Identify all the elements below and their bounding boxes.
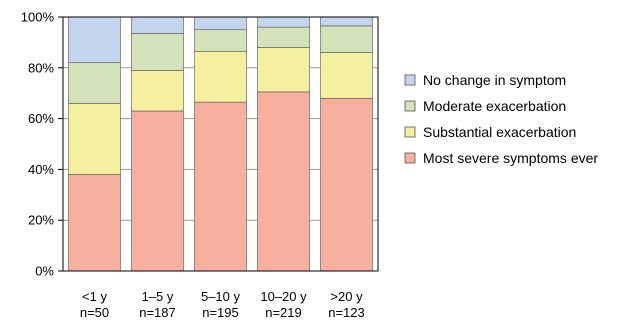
bar-segment <box>257 47 310 93</box>
x-count-label: n=50 <box>80 305 109 320</box>
legend-item: Most severe symptoms ever <box>404 150 598 166</box>
y-tick-label: 0% <box>35 264 54 279</box>
legend: No change in symptom Moderate exacerbatio… <box>404 72 598 166</box>
x-tick-label: 1–5 y <box>142 289 174 304</box>
legend-swatch <box>404 126 416 138</box>
plot-frame <box>62 16 379 272</box>
y-tick-label: 80% <box>28 60 54 75</box>
legend-label: Substantial exacerbation <box>423 124 576 140</box>
y-tick-label: 100% <box>21 10 55 25</box>
bar-segment <box>131 16 184 34</box>
legend-swatch <box>404 74 416 86</box>
legend-item: No change in symptom <box>404 72 566 88</box>
bar-segment <box>68 174 121 272</box>
bar-segment <box>131 70 184 112</box>
bar-segment <box>257 26 310 48</box>
x-count-label: n=187 <box>139 305 176 320</box>
bar-segment <box>68 103 121 175</box>
x-count-label: n=195 <box>202 305 239 320</box>
bar-segment <box>131 33 184 71</box>
legend-label: Most severe symptoms ever <box>423 150 598 166</box>
legend-item: Moderate exacerbation <box>404 98 566 114</box>
x-tick-label: >20 y <box>330 289 363 304</box>
legend-label: No change in symptom <box>423 72 566 88</box>
bar-segment <box>194 50 247 103</box>
legend-swatch <box>404 100 416 112</box>
bar-segment <box>320 52 373 99</box>
bar-segment <box>320 16 373 27</box>
bar-segment <box>194 29 247 52</box>
x-count-label: n=219 <box>265 305 302 320</box>
legend-swatch <box>404 152 416 164</box>
y-tick-label: 20% <box>28 213 54 228</box>
x-tick-label: <1 y <box>82 289 107 304</box>
legend-label: Moderate exacerbation <box>423 98 566 114</box>
bar-segment <box>320 25 373 53</box>
bar-series <box>68 16 373 272</box>
bar-segment <box>68 62 121 104</box>
x-tick-label: 5–10 y <box>201 289 241 304</box>
bar-segment <box>320 97 373 272</box>
bar-segment <box>194 16 247 30</box>
y-axis: 0% 20% 40% 60% 80% 100% <box>21 10 63 279</box>
legend-item: Substantial exacerbation <box>404 124 576 140</box>
y-tick-label: 40% <box>28 162 54 177</box>
bar-segment <box>131 110 184 272</box>
x-tick-label: 10–20 y <box>260 289 307 304</box>
x-count-label: n=123 <box>328 305 365 320</box>
bar-segment <box>257 16 310 28</box>
bar-segment <box>257 91 310 272</box>
x-axis: <1 yn=50 1–5 yn=187 5–10 yn=195 10–20 yn=21… <box>80 289 365 320</box>
bar-segment <box>68 16 121 64</box>
y-tick-label: 60% <box>28 111 54 126</box>
bar-segment <box>194 101 247 272</box>
